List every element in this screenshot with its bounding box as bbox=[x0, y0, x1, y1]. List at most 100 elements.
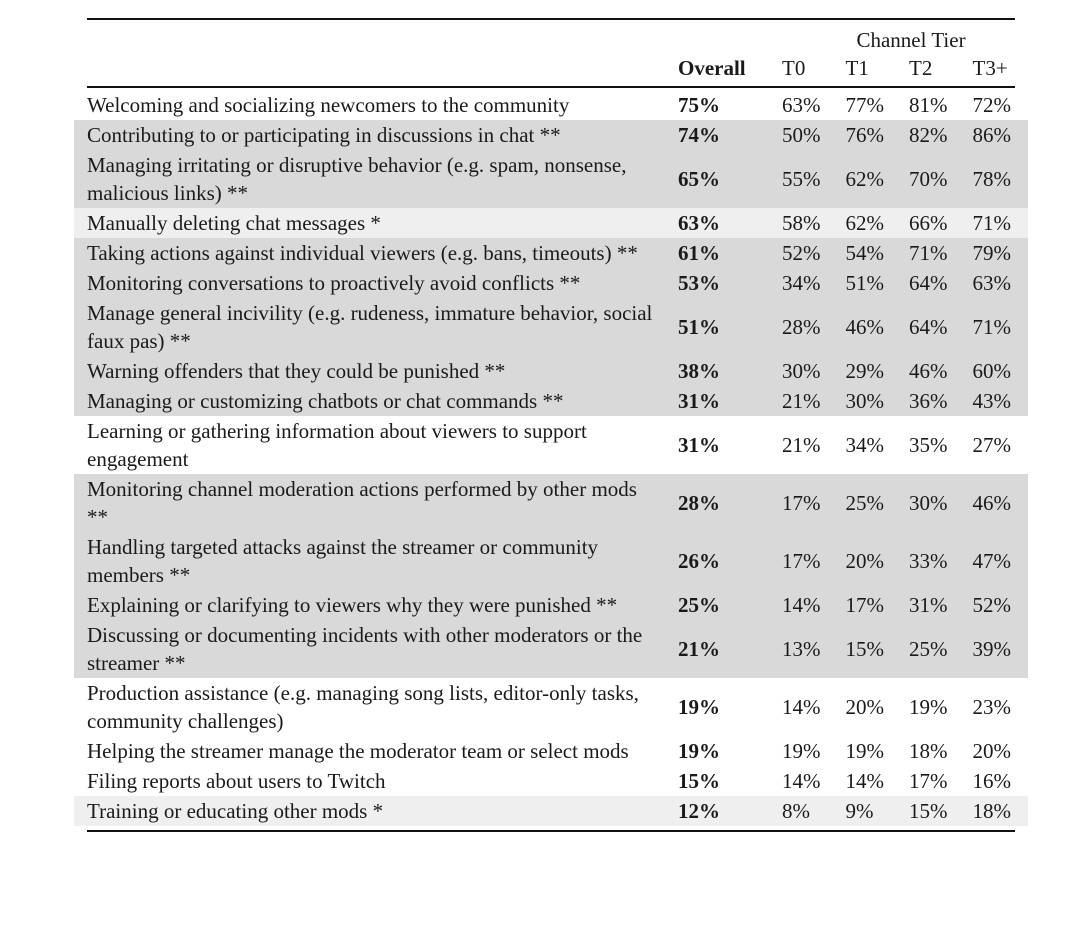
tier-value-t0: 50% bbox=[774, 120, 838, 150]
table-row: Production assistance (e.g. managing son… bbox=[74, 678, 1028, 736]
data-table: Channel Tier Overall T0 T1 T2 T3+ Welcom… bbox=[74, 26, 1029, 826]
tier-value-t0: 8% bbox=[774, 796, 838, 826]
top-rule bbox=[87, 18, 1015, 20]
table-row: Monitoring channel moderation actions pe… bbox=[74, 474, 1029, 532]
tier-value-t1: 77% bbox=[845, 93, 885, 117]
tier-value-t1: 54% bbox=[837, 238, 901, 268]
tier-value-t0: 19% bbox=[782, 739, 821, 763]
table-row: Managing irritating or disruptive behavi… bbox=[74, 150, 1029, 208]
row-label: Warning offenders that they could be pun… bbox=[74, 356, 668, 386]
tier-value-t2: 19% bbox=[909, 695, 948, 719]
tier-value-t1: 20% bbox=[837, 532, 901, 590]
row-label: Discussing or documenting incidents with… bbox=[74, 620, 668, 678]
tier-value-t3plus: 52% bbox=[964, 590, 1029, 620]
row-label: Managing or customizing chatbots or chat… bbox=[74, 386, 668, 416]
overall-header: Overall bbox=[678, 56, 746, 80]
row-label: Contributing to or participating in disc… bbox=[74, 120, 668, 150]
overall-value: 38% bbox=[668, 356, 774, 386]
results-table: Channel Tier Overall T0 T1 T2 T3+ Welcom… bbox=[74, 18, 1029, 832]
tier-value-t0: 58% bbox=[774, 208, 838, 238]
table-row: Manually deleting chat messages * 63% 58% 6… bbox=[74, 208, 1029, 238]
table-row: Learning or gathering information about … bbox=[74, 416, 1028, 474]
tier-value-t3plus: 47% bbox=[964, 532, 1029, 590]
row-label: Production assistance (e.g. managing son… bbox=[87, 681, 639, 733]
overall-value: 63% bbox=[668, 208, 774, 238]
tier-value-t1: 62% bbox=[837, 208, 901, 238]
row-label: Monitoring channel moderation actions pe… bbox=[74, 474, 668, 532]
tier-value-t0: 14% bbox=[782, 769, 821, 793]
overall-value: 61% bbox=[668, 238, 774, 268]
tier-value-t2: 46% bbox=[901, 356, 965, 386]
tier-value-t3plus: 72% bbox=[972, 93, 1012, 117]
tier-value-t1: 15% bbox=[837, 620, 901, 678]
tier-value-t0: 30% bbox=[774, 356, 838, 386]
table-row: Manage general incivility (e.g. rudeness… bbox=[74, 298, 1029, 356]
tier-value-t0: 21% bbox=[774, 386, 838, 416]
tier-value-t2: 31% bbox=[901, 590, 965, 620]
tier-value-t0: 63% bbox=[782, 93, 821, 117]
tier-value-t0: 52% bbox=[774, 238, 838, 268]
tier-value-t3plus: 79% bbox=[964, 238, 1029, 268]
tier-header-t1: T1 bbox=[845, 56, 869, 80]
row-label: Filing reports about users to Twitch bbox=[87, 769, 386, 793]
tier-value-t0: 17% bbox=[774, 532, 838, 590]
tier-value-t3plus: 71% bbox=[964, 208, 1029, 238]
tier-value-t2: 64% bbox=[901, 268, 965, 298]
tier-value-t3plus: 71% bbox=[964, 298, 1029, 356]
tier-value-t1: 19% bbox=[845, 739, 885, 763]
table-row: Taking actions against individual viewer… bbox=[74, 238, 1029, 268]
overall-value: 19% bbox=[678, 695, 720, 719]
tier-value-t2: 15% bbox=[901, 796, 965, 826]
overall-value: 74% bbox=[668, 120, 774, 150]
overall-value: 25% bbox=[668, 590, 774, 620]
tier-value-t1: 25% bbox=[837, 474, 901, 532]
tier-value-t2: 64% bbox=[901, 298, 965, 356]
row-label: Handling targeted attacks against the st… bbox=[74, 532, 668, 590]
table-body: Welcoming and socializing newcomers to t… bbox=[74, 90, 1029, 826]
table-row: Filing reports about users to Twitch 15% 1… bbox=[74, 766, 1028, 796]
overall-value: 28% bbox=[668, 474, 774, 532]
tier-value-t2: 82% bbox=[901, 120, 965, 150]
overall-value: 75% bbox=[678, 93, 720, 117]
overall-value: 26% bbox=[668, 532, 774, 590]
tier-value-t1: 46% bbox=[837, 298, 901, 356]
tier-value-t3plus: 60% bbox=[964, 356, 1029, 386]
table-row: Discussing or documenting incidents with… bbox=[74, 620, 1029, 678]
tier-value-t3plus: 20% bbox=[972, 739, 1012, 763]
tier-header-t2: T2 bbox=[909, 56, 933, 80]
header-rule bbox=[87, 86, 1015, 88]
tier-value-t3plus: 16% bbox=[972, 769, 1012, 793]
channel-tier-header: Channel Tier bbox=[856, 28, 966, 52]
row-label: Manually deleting chat messages * bbox=[74, 208, 668, 238]
tier-value-t2: 33% bbox=[901, 532, 965, 590]
overall-value: 12% bbox=[668, 796, 774, 826]
tier-value-t2: 18% bbox=[909, 739, 948, 763]
tier-header-t0: T0 bbox=[782, 56, 806, 80]
tier-value-t1: 51% bbox=[837, 268, 901, 298]
tier-value-t2: 81% bbox=[909, 93, 948, 117]
tier-value-t3plus: 27% bbox=[972, 433, 1012, 457]
table-row: Explaining or clarifying to viewers why … bbox=[74, 590, 1029, 620]
overall-value: 51% bbox=[668, 298, 774, 356]
tier-value-t0: 14% bbox=[774, 590, 838, 620]
table-row: Monitoring conversations to proactively … bbox=[74, 268, 1029, 298]
tier-value-t0: 34% bbox=[774, 268, 838, 298]
row-label: Monitoring conversations to proactively … bbox=[74, 268, 668, 298]
table-row: Contributing to or participating in disc… bbox=[74, 120, 1029, 150]
tier-value-t2: 70% bbox=[901, 150, 965, 208]
tier-value-t0: 14% bbox=[782, 695, 821, 719]
tier-value-t3plus: 39% bbox=[964, 620, 1029, 678]
row-label: Managing irritating or disruptive behavi… bbox=[74, 150, 668, 208]
table-row: Welcoming and socializing newcomers to t… bbox=[74, 90, 1028, 120]
table-row: Managing or customizing chatbots or chat… bbox=[74, 386, 1029, 416]
tier-value-t0: 21% bbox=[782, 433, 821, 457]
tier-value-t3plus: 78% bbox=[964, 150, 1029, 208]
table-row: Helping the streamer manage the moderato… bbox=[74, 736, 1028, 766]
tier-value-t1: 29% bbox=[837, 356, 901, 386]
tier-value-t1: 62% bbox=[837, 150, 901, 208]
tier-value-t3plus: 63% bbox=[964, 268, 1029, 298]
table-row: Warning offenders that they could be pun… bbox=[74, 356, 1029, 386]
tier-value-t0: 13% bbox=[774, 620, 838, 678]
tier-value-t2: 66% bbox=[901, 208, 965, 238]
overall-value: 21% bbox=[668, 620, 774, 678]
